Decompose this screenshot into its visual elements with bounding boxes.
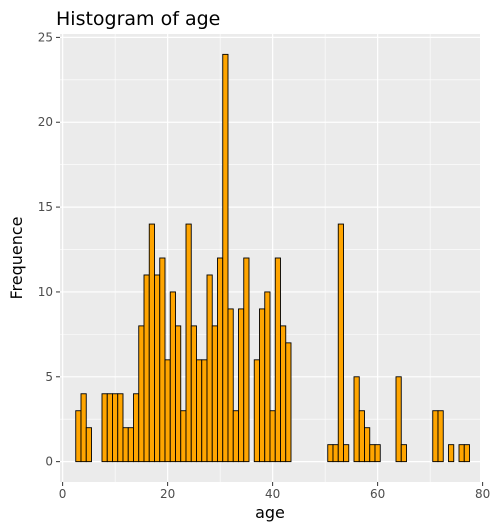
histogram-bar — [285, 342, 292, 463]
x-tick-label: 40 — [265, 487, 280, 501]
histogram-bar — [75, 410, 82, 463]
x-tick-label: 0 — [59, 487, 67, 501]
histogram-bar — [133, 393, 140, 463]
histogram-bar — [358, 410, 365, 463]
histogram-bar — [432, 410, 439, 463]
histogram-bar — [206, 274, 213, 463]
y-tick-label: 20 — [38, 115, 53, 129]
histogram-bar — [222, 53, 229, 463]
histogram-bar — [337, 223, 344, 463]
histogram-bar — [196, 359, 203, 463]
y-tick-label: 5 — [45, 370, 53, 384]
histogram-bar — [85, 427, 92, 463]
histogram-bar — [101, 393, 108, 463]
x-tick-label: 60 — [370, 487, 385, 501]
histogram-bar — [117, 393, 124, 463]
histogram-bar — [259, 308, 266, 463]
histogram-bar — [448, 444, 455, 463]
x-axis: 0 20 40 60 80 — [59, 482, 490, 501]
histogram-bar — [159, 257, 166, 463]
histogram-bar — [175, 325, 182, 463]
histogram-bar — [190, 325, 197, 463]
histogram-bar — [437, 410, 444, 463]
histogram-bar — [364, 427, 371, 463]
histogram-bar — [154, 274, 161, 463]
x-tick-label: 20 — [160, 487, 175, 501]
histogram-bar — [332, 444, 339, 463]
histogram-bar — [343, 444, 350, 463]
histogram-bar — [353, 376, 360, 463]
chart-title: Histogram of age — [56, 8, 220, 30]
histogram-bar — [253, 359, 260, 463]
histogram-bar — [169, 291, 176, 463]
y-tick-label: 15 — [38, 200, 53, 214]
histogram-bar — [143, 274, 150, 463]
x-axis-title: age — [255, 503, 285, 522]
histogram-bar — [232, 410, 239, 463]
histogram-bar — [327, 444, 334, 463]
histogram-bar — [122, 427, 129, 463]
histogram-bar — [138, 325, 145, 463]
y-tick-label: 10 — [38, 285, 53, 299]
y-axis-title: Frequence — [7, 216, 26, 299]
histogram-bar — [369, 444, 376, 463]
histogram-bar — [463, 444, 470, 463]
y-tick-label: 25 — [38, 30, 53, 44]
y-axis: 0 5 10 15 20 25 — [38, 30, 60, 469]
histogram-bar — [395, 376, 402, 463]
histogram-bar — [243, 257, 250, 463]
histogram-bar — [164, 359, 171, 463]
histogram-bar — [280, 325, 287, 463]
histogram-bar — [227, 308, 234, 463]
histogram-bar — [458, 444, 465, 463]
histogram-bar — [185, 223, 192, 463]
x-tick-label: 80 — [475, 487, 490, 501]
histogram-bar — [106, 393, 113, 463]
histogram-bar — [211, 325, 218, 463]
histogram-bar — [148, 223, 155, 463]
histogram-bar — [274, 257, 281, 463]
histogram-bar — [217, 257, 224, 463]
histogram-bars — [75, 53, 470, 463]
histogram-bar — [374, 444, 381, 463]
histogram-bar — [127, 427, 134, 463]
histogram-bar — [80, 393, 87, 463]
histogram-bar — [112, 393, 119, 463]
histogram-bar — [180, 410, 187, 463]
histogram-bar — [264, 291, 271, 463]
y-tick-label: 0 — [45, 455, 53, 469]
histogram-bar — [400, 444, 407, 463]
histogram-bar — [201, 359, 208, 463]
histogram-bar — [269, 410, 276, 463]
histogram-bar — [238, 308, 245, 463]
